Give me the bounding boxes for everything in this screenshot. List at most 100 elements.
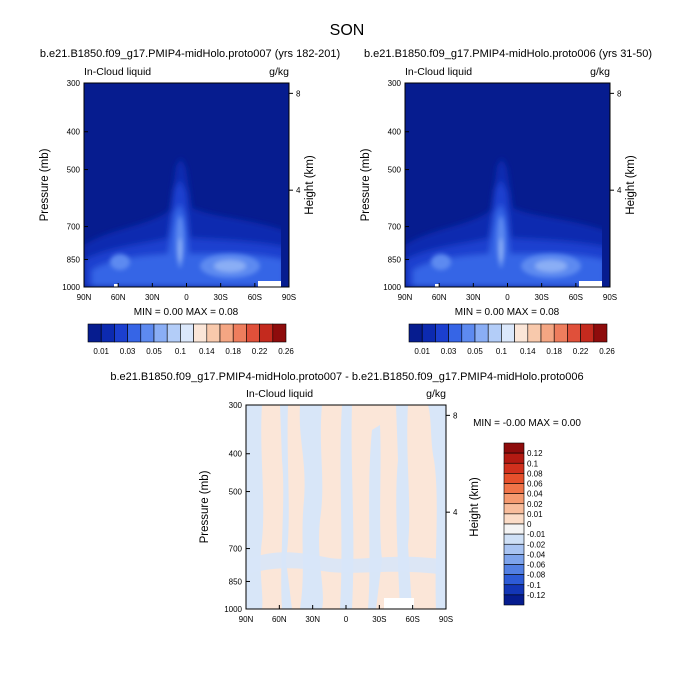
colorbar-label: 0.05: [146, 347, 162, 356]
y-tick-label: 500: [67, 166, 81, 175]
panel-1-axes: 90N 60N 30N 0 30S 60S 90S 300 400 500 700 850 1000 8 4: [62, 79, 301, 302]
colorbar-label: 0.18: [225, 347, 241, 356]
colorbar-swatch: [487, 323, 502, 343]
colorbar-swatch: [206, 323, 221, 343]
colorbar-label: 0.14: [199, 347, 215, 356]
panel-1-ylabel: Pressure (mb): [39, 148, 51, 221]
colorbar-label: 0.14: [520, 347, 536, 356]
colorbar-label: 0.1: [175, 347, 187, 356]
colorbar-swatch: [474, 323, 489, 343]
colorbar-swatch: [232, 323, 247, 343]
y-tick-label: 400: [388, 128, 402, 137]
y-tick-label: 500: [229, 488, 243, 497]
colorbar-swatch: [114, 323, 128, 343]
y-tick-label: 1000: [62, 283, 80, 292]
colorbar-swatch: [503, 584, 525, 596]
colorbar-swatch: [435, 323, 449, 343]
y2-tick-label: 4: [296, 186, 301, 195]
colorbar-swatch: [503, 493, 525, 505]
colorbar-swatch: [503, 533, 525, 545]
colorbar-swatch: [501, 323, 515, 343]
y-tick-label: 700: [229, 545, 243, 554]
colorbar-label: 0.26: [278, 347, 294, 356]
x-tick-label: 90S: [282, 293, 296, 302]
panel-2-left-label: In-Cloud liquid: [405, 66, 472, 78]
x-tick-label: 0: [505, 293, 510, 302]
colorbar-label: 0.18: [546, 347, 562, 356]
colorbar-swatch: [580, 323, 595, 343]
panel-2-title: b.e21.B1850.f09_g17.PMIP4-midHolo.proto0…: [364, 48, 652, 60]
colorbar-swatch: [503, 543, 525, 555]
colorbar-label: 0.01: [527, 510, 543, 519]
colorbar-swatch: [408, 323, 423, 343]
panel-2-stats: MIN = 0.00 MAX = 0.08: [455, 307, 560, 318]
x-tick-label: 30S: [214, 293, 228, 302]
colorbar-swatch: [272, 323, 287, 343]
colorbar-swatch: [259, 323, 274, 343]
panel-3-colorbar: 0.120.10.080.060.040.020.010-0.01-0.02-0…: [503, 442, 546, 606]
y-tick-label: 400: [67, 128, 81, 137]
x-tick-label: 60S: [248, 293, 262, 302]
colorbar-swatch: [503, 594, 525, 606]
colorbar-label: -0.02: [527, 540, 546, 549]
y-tick-label: 300: [229, 401, 243, 410]
x-tick-label: 30S: [372, 615, 386, 624]
x-tick-label: 90N: [77, 293, 92, 302]
x-tick-label: 90S: [439, 615, 453, 624]
panel-1-stats: MIN = 0.00 MAX = 0.08: [134, 307, 239, 318]
y-tick-label: 850: [229, 577, 243, 586]
panel-2: b.e21.B1850.f09_g17.PMIP4-midHolo.proto0…: [360, 48, 652, 356]
colorbar-label: -0.01: [527, 530, 546, 539]
colorbar-label: -0.06: [527, 561, 546, 570]
colorbar-label: 0.03: [441, 347, 457, 356]
y2-tick-label: 4: [453, 508, 458, 517]
x-tick-label: 30N: [145, 293, 160, 302]
y-tick-label: 300: [388, 79, 402, 88]
colorbar-label: 0.04: [527, 490, 543, 499]
y-tick-label: 850: [388, 255, 402, 264]
panel-3-axes: 90N 60N 30N 0 30S 60S 90S 300 400 500 700 850 1000 8 4: [224, 401, 458, 624]
panel-3-stats: MIN = -0.00 MAX = 0.00: [473, 418, 581, 429]
colorbar-swatch: [100, 323, 115, 343]
colorbar-label: 0.22: [252, 347, 268, 356]
x-tick-label: 60N: [432, 293, 447, 302]
colorbar-label: 0.08: [527, 469, 543, 478]
x-tick-label: 60S: [569, 293, 583, 302]
panel-2-axes: 90N 60N 30N 0 30S 60S 90S 300 400 500 700 850 1000 8 4: [383, 79, 622, 302]
colorbar-label: -0.08: [527, 571, 546, 580]
x-tick-label: 90N: [398, 293, 413, 302]
colorbar-swatch: [503, 452, 525, 464]
colorbar-swatch: [421, 323, 436, 343]
y-tick-label: 850: [67, 255, 81, 264]
panel-1-units: g/kg: [269, 66, 289, 78]
panel-3-plot: [246, 405, 446, 609]
panel-2-units: g/kg: [590, 66, 610, 78]
colorbar-label: 0.02: [527, 500, 543, 509]
colorbar-swatch: [527, 323, 542, 343]
panel-2-colorbar: 0.01 0.03 0.05 0.1 0.14 0.18 0.22 0.26: [408, 323, 615, 356]
colorbar-swatch: [193, 323, 208, 343]
y2-tick-label: 8: [617, 89, 622, 98]
colorbar-swatch: [503, 523, 525, 535]
colorbar-swatch: [567, 323, 581, 343]
colorbar-label: 0: [527, 520, 532, 529]
y2-tick-label: 8: [453, 411, 458, 420]
x-tick-label: 0: [184, 293, 189, 302]
panel-3-ylabel: Pressure (mb): [199, 470, 211, 543]
colorbar-swatch: [87, 323, 102, 343]
colorbar-label: 0.1: [527, 459, 539, 468]
colorbar-swatch: [503, 554, 525, 565]
y-tick-label: 1000: [383, 283, 401, 292]
colorbar-swatch: [503, 483, 525, 494]
y-tick-label: 700: [67, 223, 81, 232]
y2-tick-label: 8: [296, 89, 301, 98]
colorbar-swatch: [448, 323, 463, 343]
colorbar-swatch: [180, 323, 194, 343]
panel-3-left-label: In-Cloud liquid: [246, 388, 313, 400]
colorbar-label: 0.06: [527, 480, 543, 489]
y-tick-label: 400: [229, 450, 243, 459]
x-tick-label: 30S: [535, 293, 549, 302]
colorbar-label: 0.1: [496, 347, 508, 356]
colorbar-swatch: [461, 323, 476, 343]
